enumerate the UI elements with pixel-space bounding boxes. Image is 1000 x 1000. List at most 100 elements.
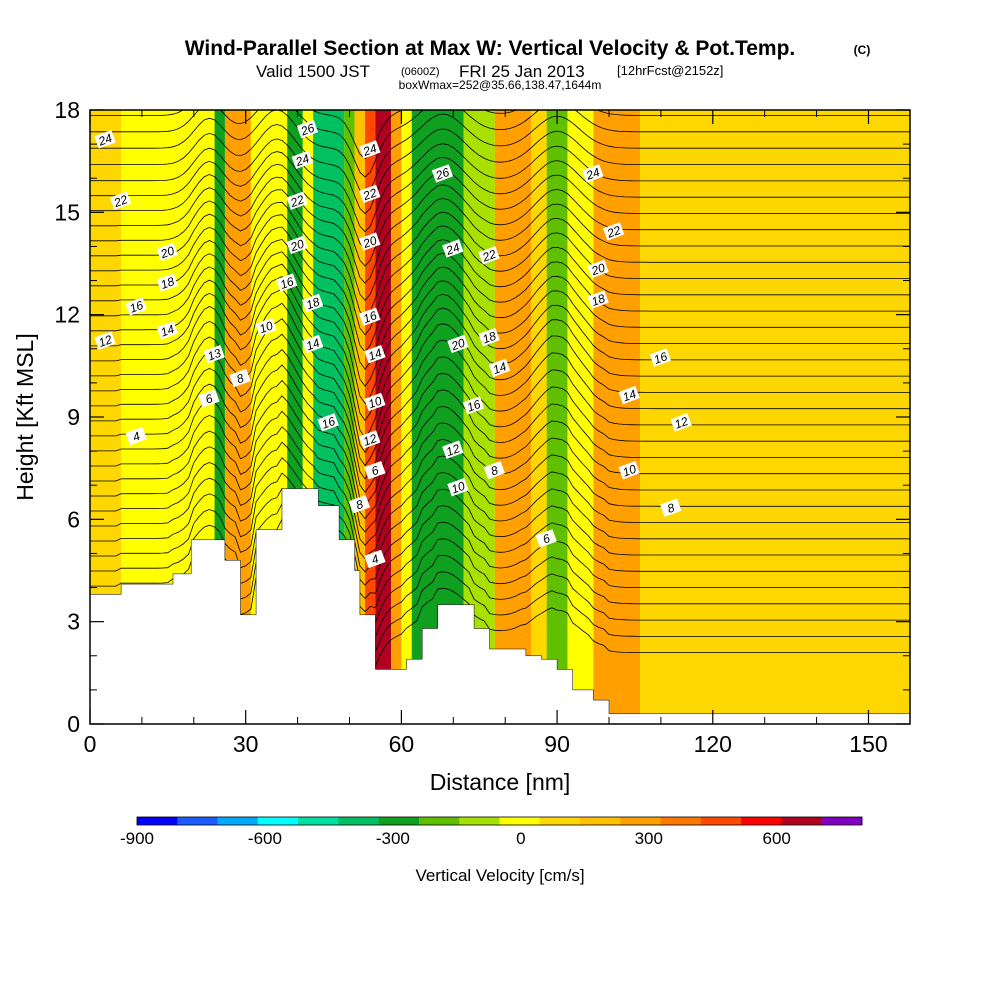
contour-label-bg (587, 290, 609, 309)
x-tick-label: 120 (694, 731, 732, 757)
theta-contour (90, 364, 910, 507)
contour-label-bg (670, 413, 692, 432)
contour-label-text: 22 (480, 247, 499, 265)
chart-title: Wind-Parallel Section at Max W: Vertical… (185, 37, 796, 60)
contour-label-text: 16 (361, 308, 379, 326)
contour-label-bg (462, 396, 485, 415)
contour-label-text: 16 (465, 397, 483, 415)
contour-label: 12 (670, 413, 692, 432)
contour-label-text: 18 (481, 329, 499, 347)
contour-label-bg (447, 478, 469, 497)
contour-label: 14 (618, 385, 640, 405)
contour-label-text: 14 (159, 322, 177, 340)
contour-label-bg (94, 130, 116, 149)
theta-contour (90, 379, 910, 520)
contour-label-bg (302, 334, 324, 354)
contour-label: 4 (364, 549, 386, 569)
contour-label: 22 (603, 222, 625, 241)
theta-contour (90, 333, 910, 480)
contour-label-text: 22 (111, 192, 130, 210)
contour-label-text: 16 (652, 349, 670, 367)
contour-label: 24 (359, 140, 381, 159)
contour-label-text: 8 (665, 500, 676, 516)
contour-label-text: 20 (158, 243, 177, 261)
contour-label-bg (359, 140, 381, 159)
colorbar-tick-label: 300 (635, 829, 663, 848)
y-tick-label: 9 (67, 404, 80, 430)
contour-label-text: 10 (621, 462, 639, 480)
contour-label: 8 (348, 495, 371, 514)
contour-label-bg (478, 327, 500, 347)
contour-label-text: 22 (360, 185, 379, 203)
contour-label-bg (198, 389, 220, 408)
contour-label: 14 (364, 345, 386, 364)
contour-label: 14 (488, 358, 511, 377)
contour-label-text: 14 (366, 346, 384, 364)
theta-contour (90, 441, 910, 573)
contour-label-bg (431, 164, 454, 183)
contour-label: 20 (359, 232, 381, 251)
contour-label-bg (649, 348, 672, 367)
contour-label-bg (587, 259, 609, 279)
contour-label: 10 (255, 317, 277, 337)
contour-label: 14 (302, 334, 324, 354)
chart-title-mark: (C) (854, 43, 871, 57)
x-tick-label: 30 (233, 731, 259, 757)
contour-label-bg (109, 191, 132, 210)
contour-label-bg (483, 461, 505, 480)
contour-label-bg (364, 461, 386, 480)
contour-label: 6 (535, 529, 557, 548)
y-tick-label: 18 (54, 97, 80, 123)
velocity-column (344, 110, 355, 724)
contour-label: 12 (442, 440, 464, 459)
contour-label-bg (603, 222, 625, 241)
contour-label-bg (478, 246, 500, 265)
contour-label-text: 14 (621, 387, 639, 405)
contour-label-bg (442, 239, 464, 258)
contour-label: 6 (198, 389, 220, 408)
y-axis-label: Height [Kft MSL] (12, 333, 38, 500)
contour-label-bg (488, 358, 511, 377)
contour-label-text: 8 (354, 497, 365, 513)
contour-label-bg (125, 426, 147, 446)
y-tick-label: 12 (54, 302, 80, 328)
contour-label-bg (296, 119, 319, 139)
contour-label-bg (364, 345, 386, 364)
contour-label-text: 12 (444, 441, 462, 459)
colorbar-label: Vertical Velocity [cm/s] (415, 866, 584, 885)
x-tick-label: 150 (849, 731, 887, 757)
contour-label: 8 (229, 368, 251, 388)
contour-label-bg (442, 440, 464, 459)
contour-label-bg (276, 273, 298, 292)
colorbar: -900 -600 -300 0 300 600 (120, 816, 863, 848)
contour-label-bg (286, 235, 308, 255)
contour-label: 20 (447, 334, 469, 354)
contour-label-text: 16 (278, 274, 296, 292)
velocity-column (354, 110, 366, 724)
theta-contour (90, 110, 910, 196)
contour-label: 14 (156, 321, 178, 340)
colorbar-swatch (338, 817, 379, 825)
contour-label-text: 10 (257, 318, 275, 336)
colorbar-swatch (620, 817, 661, 825)
contour-label-bg (286, 191, 308, 210)
colorbar-frame (136, 816, 863, 826)
x-axis-label: Distance [nm] (430, 769, 571, 795)
x-tick-label: 60 (389, 731, 415, 757)
contour-label-text: 24 (443, 240, 462, 258)
velocity-column (391, 110, 402, 724)
contour-label-bg (229, 368, 251, 388)
colorbar-swatch (781, 817, 823, 825)
theta-contour (90, 410, 910, 546)
contour-label-text: 18 (159, 274, 177, 292)
contour-label-bg (447, 334, 469, 354)
contour-label: 12 (94, 331, 116, 350)
theta-contour (90, 151, 910, 250)
contour-label: 20 (286, 235, 308, 255)
contour-label: 16 (462, 396, 485, 415)
contour-label-text: 10 (366, 393, 384, 411)
contour-label-bg (255, 317, 277, 337)
contour-label: 24 (582, 164, 604, 183)
contour-label: 10 (618, 461, 640, 480)
